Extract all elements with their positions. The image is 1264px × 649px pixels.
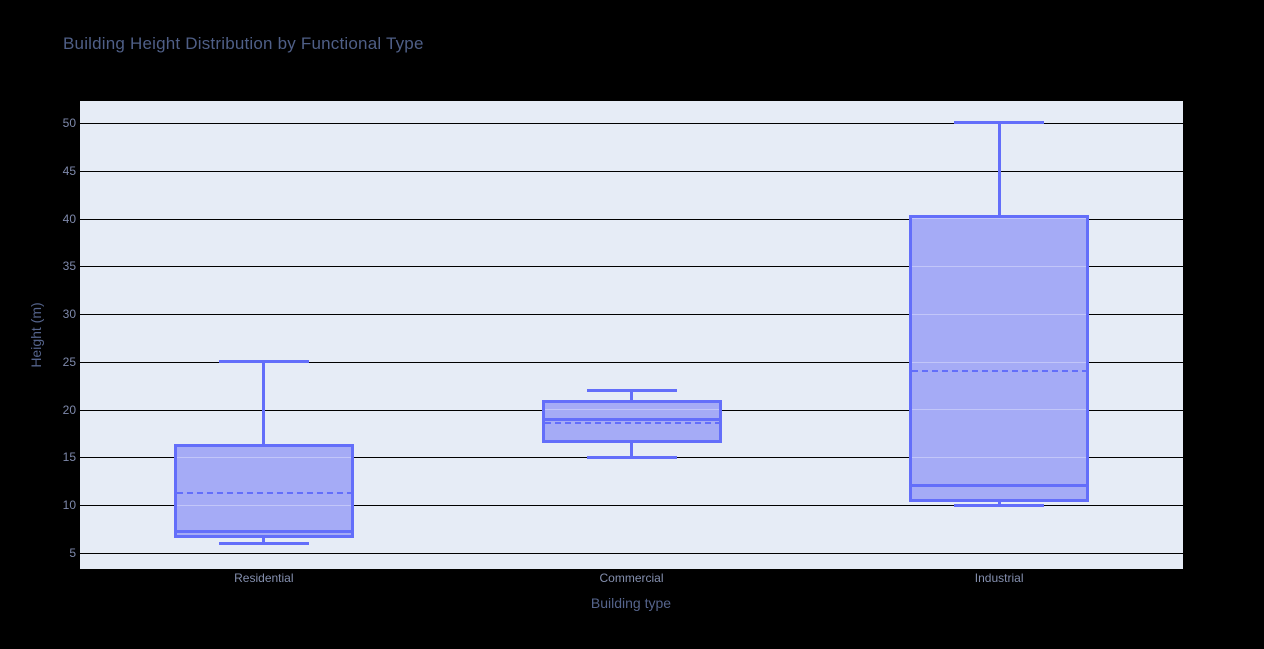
upper-whisker-stem bbox=[262, 361, 266, 444]
chart-title: Building Height Distribution by Function… bbox=[63, 34, 424, 53]
gridline-through-box bbox=[912, 457, 1087, 459]
iqr-box bbox=[173, 443, 354, 539]
gridline-through-box bbox=[176, 505, 351, 506]
y-tick-label: 10 bbox=[62, 498, 76, 512]
lower-whisker-cap bbox=[218, 541, 309, 545]
iqr-box bbox=[909, 214, 1090, 503]
gridline-y-50 bbox=[80, 123, 1183, 124]
x-tick-label-industrial: Industrial bbox=[974, 571, 1024, 585]
upper-whisker-cap bbox=[218, 360, 309, 364]
gridline-through-box bbox=[912, 218, 1087, 220]
y-tick-label: 40 bbox=[62, 211, 76, 226]
gridline-y-30 bbox=[80, 314, 1183, 315]
x-tick-label-residential: Residential bbox=[234, 571, 294, 585]
median-line bbox=[542, 417, 721, 421]
gridline-through-box bbox=[912, 266, 1087, 268]
gridline-through-box bbox=[912, 361, 1087, 363]
gridline-y-35 bbox=[80, 266, 1183, 268]
gridline-y-25 bbox=[80, 361, 1183, 363]
upper-whisker-cap bbox=[954, 121, 1045, 125]
lower-whisker-stem bbox=[630, 442, 633, 458]
upper-whisker-stem bbox=[630, 390, 633, 400]
y-tick-label: 15 bbox=[62, 450, 76, 465]
gridline-y-10 bbox=[80, 505, 1183, 506]
iqr-box bbox=[541, 399, 722, 443]
mean-dashed-line bbox=[912, 370, 1087, 373]
y-tick-label: 45 bbox=[62, 163, 76, 178]
x-tick-label-commercial: Commercial bbox=[599, 571, 664, 585]
upper-whisker-cap bbox=[586, 388, 677, 392]
lower-whisker-cap bbox=[954, 503, 1045, 507]
gridline-through-box bbox=[912, 313, 1087, 315]
y-tick-label: 35 bbox=[62, 259, 76, 274]
median-line bbox=[174, 530, 353, 534]
gridline-through-box bbox=[176, 457, 351, 459]
y-tick-label: 20 bbox=[62, 402, 76, 417]
gridline-y-40 bbox=[80, 218, 1183, 220]
y-tick-label: 25 bbox=[62, 354, 76, 369]
x-axis-title: Building type bbox=[590, 595, 672, 611]
median-line bbox=[910, 484, 1089, 488]
y-tick-label: 5 bbox=[69, 545, 76, 560]
gridline-through-box bbox=[544, 409, 719, 411]
y-tick-label: 30 bbox=[62, 307, 76, 321]
mean-dashed-line bbox=[176, 491, 351, 494]
gridline-y-45 bbox=[80, 170, 1183, 172]
mean-dashed-line bbox=[544, 421, 719, 424]
y-tick-label: 50 bbox=[62, 116, 76, 130]
gridline-y-5 bbox=[80, 552, 1183, 554]
gridline-through-box bbox=[912, 409, 1087, 411]
upper-whisker-stem bbox=[997, 122, 1001, 215]
lower-whisker-cap bbox=[586, 455, 677, 459]
lower-whisker-stem bbox=[262, 538, 266, 544]
